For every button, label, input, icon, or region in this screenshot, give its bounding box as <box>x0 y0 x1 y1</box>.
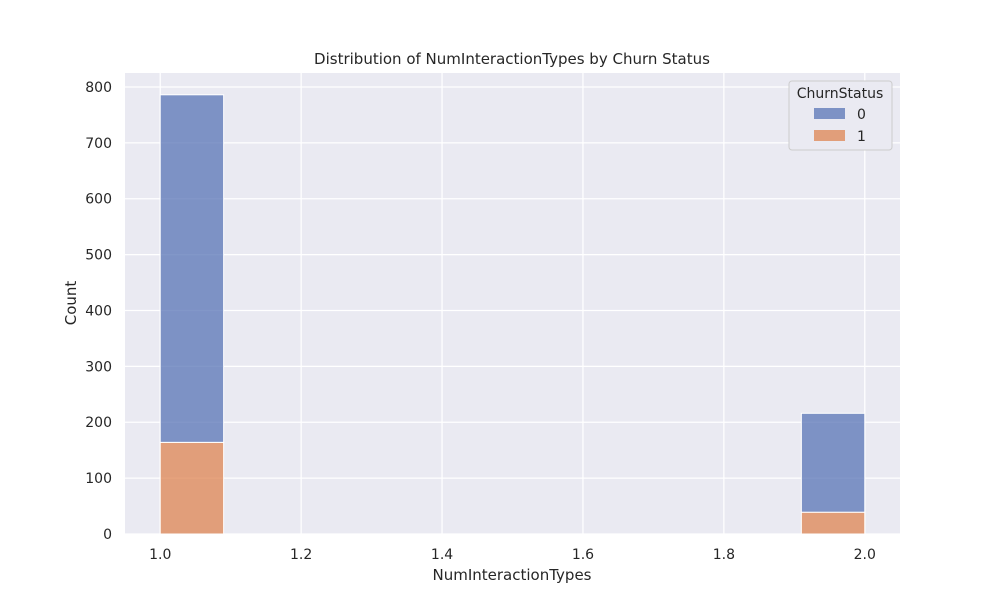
x-tick-label: 1.6 <box>572 547 594 563</box>
plot-background <box>125 73 900 534</box>
x-tick-label: 1.8 <box>713 547 735 563</box>
legend-title: ChurnStatus <box>797 86 884 102</box>
y-tick-label: 600 <box>85 192 112 208</box>
y-axis-title: Count <box>62 281 80 326</box>
y-tick-label: 200 <box>85 415 112 431</box>
bar-series-0-bin-0 <box>159 94 225 443</box>
y-tick-label: 100 <box>85 471 112 487</box>
legend-swatch-0 <box>814 108 845 119</box>
bars <box>159 94 866 535</box>
y-tick-label: 0 <box>103 527 112 543</box>
legend-label-1: 1 <box>857 129 866 145</box>
bar-series-1-bin-0 <box>159 441 225 535</box>
bar-series-1-bin-1 <box>800 511 866 535</box>
x-tick-label: 1.0 <box>149 547 171 563</box>
tick-labels: 1.0 1.2 1.4 1.6 1.8 2.0 0 100 200 300 400 500 600 700… <box>85 80 876 563</box>
y-tick-label: 300 <box>85 359 112 375</box>
x-tick-label: 1.4 <box>431 547 453 563</box>
bar-series-0-bin-1 <box>800 412 866 513</box>
y-tick-label: 400 <box>85 303 112 319</box>
x-tick-label: 2.0 <box>854 547 876 563</box>
x-axis-title: NumInteractionTypes <box>433 566 592 584</box>
y-tick-label: 700 <box>85 136 112 152</box>
chart-title: Distribution of NumInteractionTypes by C… <box>314 50 710 68</box>
y-tick-label: 500 <box>85 248 112 264</box>
legend-label-0: 0 <box>857 107 866 123</box>
y-tick-label: 800 <box>85 80 112 96</box>
x-tick-label: 1.2 <box>290 547 312 563</box>
legend: ChurnStatus 0 1 <box>788 80 893 151</box>
legend-swatch-1 <box>814 130 845 141</box>
